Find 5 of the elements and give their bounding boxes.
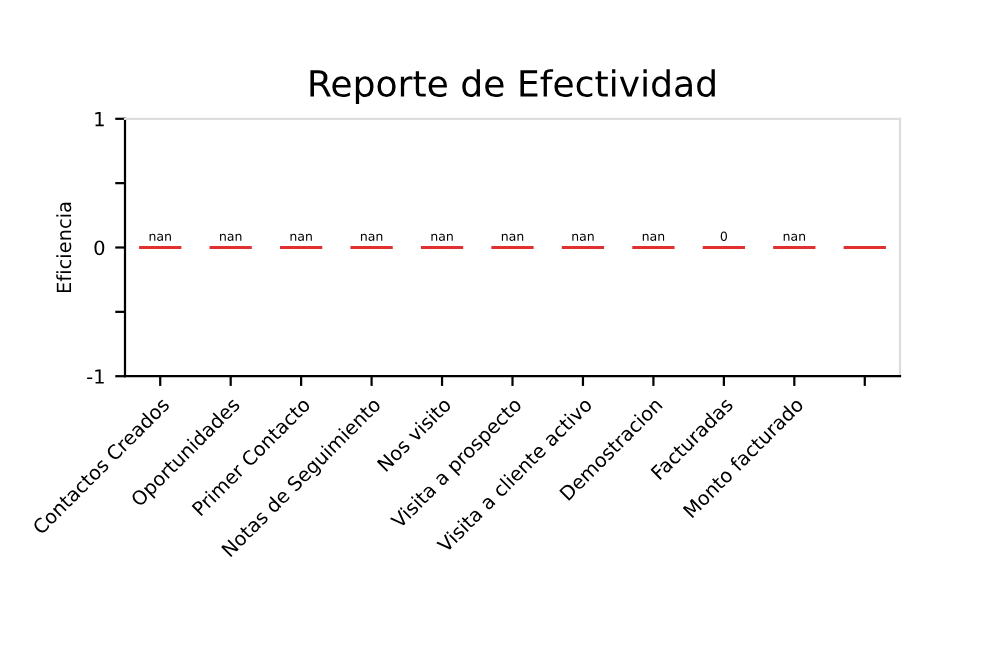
y-tick-label: 1 [95,112,104,127]
y-tick-label: -1 [87,369,104,384]
y-axis-title: Eficiencia [56,202,72,293]
chart-title: Reporte de Efectividad [310,69,715,105]
y-tick-label: 0 [94,240,105,256]
